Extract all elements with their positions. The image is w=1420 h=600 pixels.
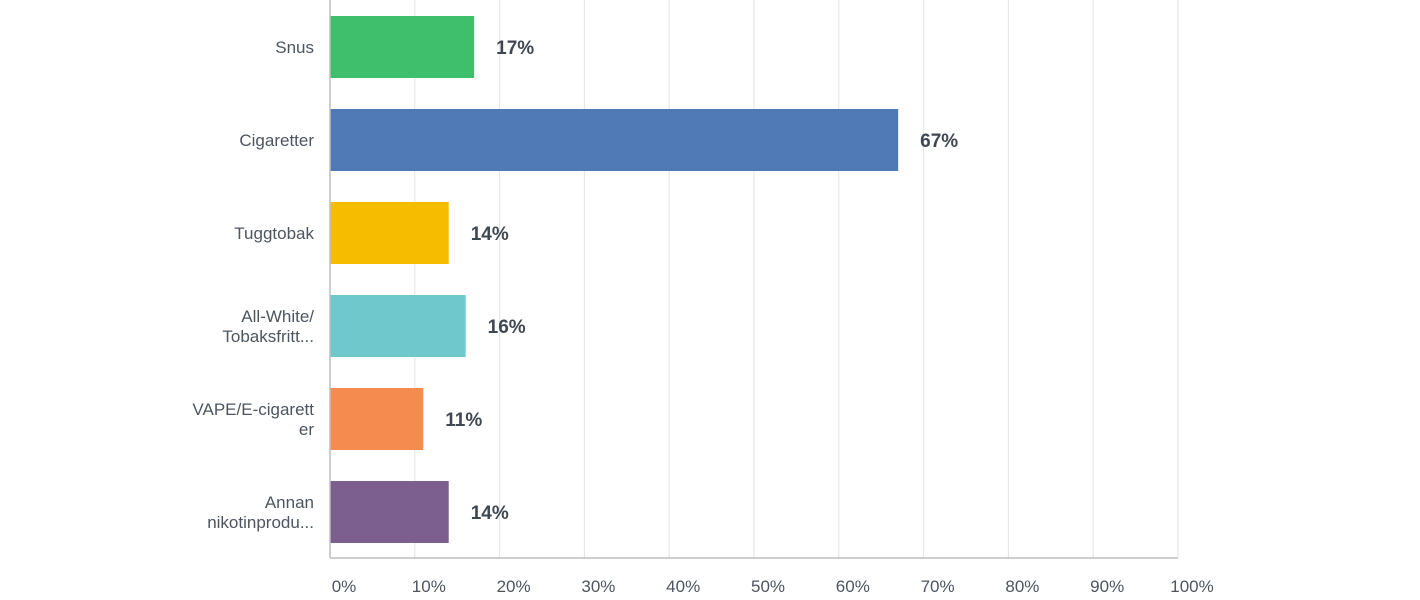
x-tick-label: 30% [581,577,615,596]
value-label: 14% [471,503,509,524]
x-tick-label: 10% [412,577,446,596]
bar [330,16,475,78]
category-label: er [299,420,314,439]
bar [330,109,899,171]
value-label: 11% [445,410,482,431]
bar [330,481,449,543]
grid-lines [414,0,1179,558]
category-label: Cigaretter [239,131,314,150]
x-tick-label: 80% [1005,577,1039,596]
category-label: Snus [275,38,314,57]
bars [330,16,899,543]
category-label: nikotinprodu... [207,513,314,532]
value-label: 16% [488,317,526,338]
labels: 0% 10% 20% 30% 40% 50% 60% 70% 80% 90% 100% 17% Snus… [192,38,1213,596]
category-label: Annan [265,493,314,512]
x-tick-label: 60% [836,577,870,596]
category-label: VAPE/E-cigarett [192,400,314,419]
value-label: 67% [920,131,958,152]
x-tick-label: 40% [666,577,700,596]
value-label: 14% [471,224,509,245]
x-tick-label: 70% [921,577,955,596]
bar [330,202,449,264]
x-tick-label: 20% [497,577,531,596]
x-tick-label: 0% [332,577,357,596]
axes [329,0,1178,559]
x-tick-label: 90% [1090,577,1124,596]
category-label: Tobaksfritt... [222,327,314,346]
value-label: 17% [496,38,534,59]
category-label: All-White/ [241,307,314,326]
category-label: Tuggtobak [234,224,314,243]
x-tick-label: 50% [751,577,785,596]
bar [330,388,424,450]
x-tick-label: 100% [1170,577,1213,596]
bar [330,295,466,357]
